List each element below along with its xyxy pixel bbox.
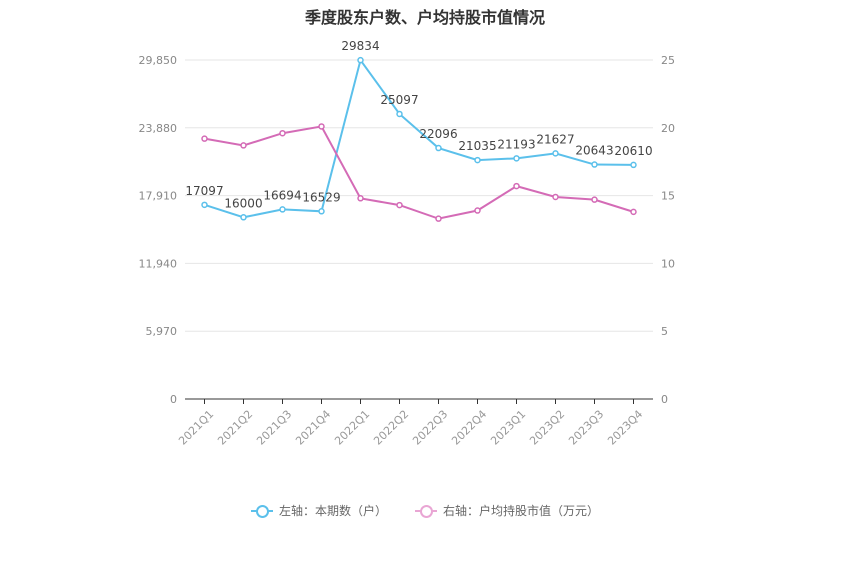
right-axis-tick-label: 20 [661, 122, 675, 135]
data-label: 16529 [302, 190, 340, 204]
right-axis-tick-label: 0 [661, 393, 668, 406]
data-point-left [357, 56, 364, 64]
x-axis-tick-label: 2022Q1 [332, 408, 372, 448]
x-axis-tick-label: 2021Q4 [293, 408, 333, 448]
legend-item-right[interactable]: 右轴：户均持股市值（万元） [415, 502, 599, 519]
data-point-right [201, 135, 208, 142]
data-label: 29834 [341, 39, 379, 53]
data-point-left [396, 110, 403, 118]
right-axis-tick-label: 10 [661, 257, 675, 270]
data-point-right [240, 142, 247, 149]
x-axis-tick-label: 2021Q1 [176, 408, 216, 448]
data-point-left [474, 156, 481, 164]
legend-label-left: 左轴：本期数（户） [278, 504, 387, 518]
data-point-right [474, 207, 481, 214]
data-point-right [396, 201, 403, 209]
data-label: 16694 [263, 188, 301, 202]
data-point-left [591, 161, 598, 168]
data-point-right [630, 208, 637, 216]
x-axis-tick-label: 2022Q3 [410, 408, 450, 448]
data-point-right [513, 182, 520, 190]
data-point-right [435, 215, 442, 222]
series-line-left [204, 57, 634, 219]
data-label: 17097 [185, 184, 223, 198]
data-label: 25097 [380, 93, 418, 107]
data-point-right [591, 196, 598, 203]
right-axis-tick-label: 15 [661, 190, 675, 203]
data-point-left [240, 214, 247, 221]
data-point-left [279, 206, 286, 213]
x-axis-tick-label: 2023Q3 [566, 408, 606, 448]
x-axis-tick-label: 2022Q2 [371, 408, 411, 448]
x-axis-tick-label: 2023Q4 [605, 408, 645, 448]
data-label: 21627 [536, 132, 574, 146]
data-label: 22096 [419, 127, 457, 141]
series-line-right [204, 125, 634, 220]
data-label: 20610 [614, 144, 652, 158]
data-point-left [513, 155, 520, 162]
data-label: 21035 [458, 139, 496, 153]
data-point-right [357, 195, 364, 202]
right-axis-tick-label: 25 [661, 54, 675, 67]
x-axis-tick-label: 2023Q2 [527, 408, 567, 448]
left-axis-tick-label: 29,850 [139, 54, 178, 67]
x-axis-tick-label: 2021Q3 [254, 408, 294, 448]
x-axis-tick-label: 2023Q1 [488, 408, 528, 448]
left-axis-tick-label: 11,940 [139, 257, 178, 270]
data-point-left [201, 201, 208, 209]
data-label: 16000 [224, 196, 262, 210]
data-point-right [552, 193, 559, 201]
x-axis-tick-label: 2021Q2 [215, 408, 255, 448]
data-point-right [318, 123, 325, 130]
chart-legend: 左轴：本期数（户） 右轴：户均持股市值（万元） [0, 502, 850, 519]
data-point-left [318, 208, 325, 215]
data-label: 21193 [497, 137, 535, 151]
x-axis-tick-label: 2022Q4 [449, 408, 489, 448]
left-axis-tick-label: 5,970 [146, 325, 178, 338]
left-axis-tick-label: 23,880 [139, 122, 178, 135]
legend-item-left[interactable]: 左轴：本期数（户） [250, 502, 387, 519]
left-axis-tick-label: 17,910 [139, 190, 178, 203]
right-axis-tick-label: 5 [661, 325, 668, 338]
legend-marker-left [250, 504, 273, 518]
legend-label-right: 右轴：户均持股市值（万元） [443, 504, 600, 518]
data-point-left [630, 161, 637, 169]
data-point-left [435, 144, 442, 152]
chart-title: 季度股东户数、户均持股市值情况 [304, 8, 545, 27]
data-point-left [552, 150, 559, 157]
legend-marker-right [415, 504, 437, 518]
data-label: 20643 [575, 144, 613, 158]
data-point-right [279, 129, 286, 137]
left-axis-tick-label: 0 [170, 393, 177, 406]
